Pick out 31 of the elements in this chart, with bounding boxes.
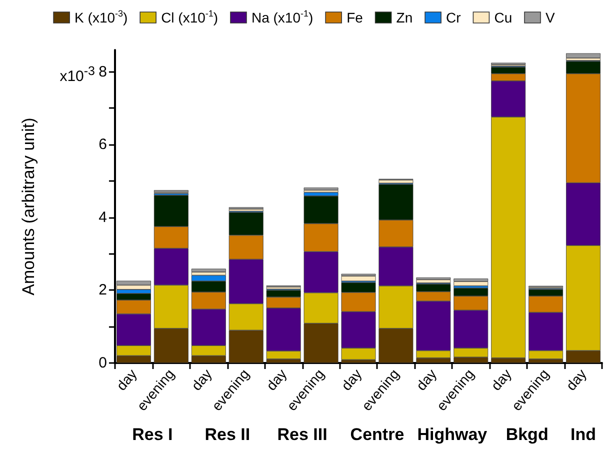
bar (454, 281, 488, 286)
y-tick-label: 0 (98, 354, 107, 372)
y-tick-label: 6 (98, 136, 107, 154)
text: Centre (350, 425, 404, 444)
bar (116, 280, 151, 286)
legend-label: Zn (396, 10, 413, 26)
legend-label: Cu (494, 10, 512, 26)
legend-label: Fe (346, 10, 364, 26)
x-tick-label: day (562, 366, 590, 394)
x-tick-label: day (488, 366, 514, 394)
text: Res III (277, 425, 328, 444)
y-tick-label: 4 (98, 208, 107, 226)
y-tick-label: 8 (98, 63, 107, 80)
text: Highway (417, 425, 488, 444)
x-tick-label: day (338, 366, 365, 394)
legend-label: Cr (446, 10, 462, 26)
bar (304, 188, 338, 190)
text: x10$^{-3}$ (60, 62, 95, 86)
x-tick-label: day (262, 366, 290, 394)
bar (566, 53, 600, 58)
y-tick-label: 2 (98, 282, 107, 299)
y-axis-title: Amounts (arbitrary unit) (19, 118, 38, 296)
legend-label: V (546, 10, 556, 26)
text: Bkgd (506, 425, 548, 444)
x-tick-label: day (113, 366, 140, 394)
text: Res II (204, 425, 250, 444)
x-tick-label: day (188, 366, 215, 394)
text: Ind (570, 425, 596, 444)
x-tick-label: day (412, 366, 440, 394)
bar (191, 268, 226, 272)
text: Res I (132, 425, 173, 444)
